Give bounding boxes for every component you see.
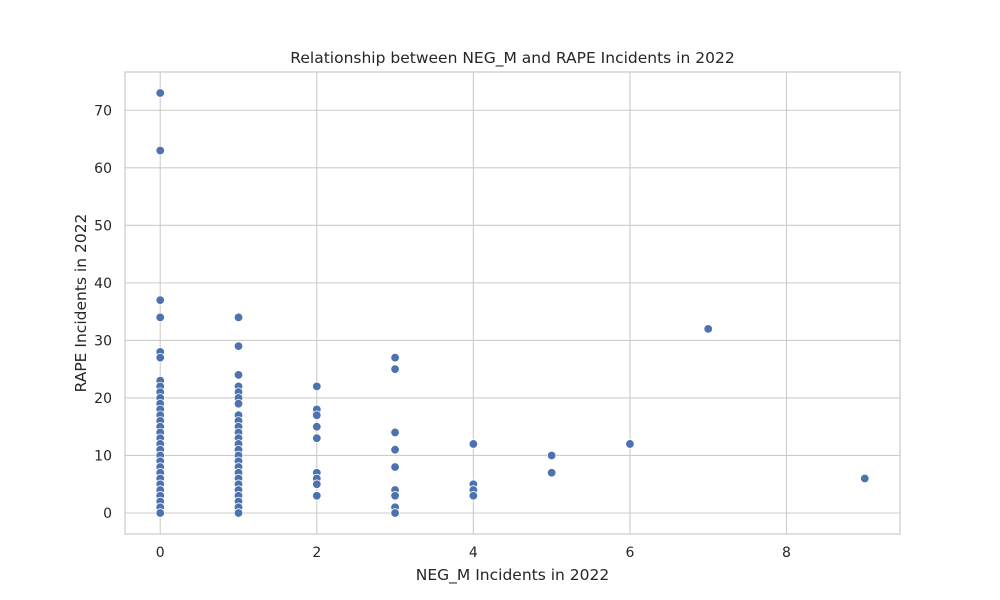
y-tick-label: 20: [94, 391, 112, 407]
scatter-point: [233, 370, 244, 380]
y-tick-label: 10: [94, 448, 112, 464]
y-tick-label: 30: [94, 333, 112, 349]
scatter-point: [546, 450, 557, 461]
scatter-point: [860, 473, 870, 484]
plot-background: [125, 72, 900, 534]
scatter-point: [312, 421, 322, 432]
scatter-point: [546, 468, 557, 478]
scatter-point: [390, 427, 400, 438]
scatter-point: [233, 341, 244, 351]
scatter-point: [390, 491, 400, 501]
y-tick-label: 40: [94, 276, 112, 292]
scatter-point: [390, 508, 400, 518]
tick-labels: 0 2 4 6 8 0 10 20 30 40 50 60 70: [94, 103, 791, 561]
scatter-point: [155, 295, 165, 305]
x-tick-label: 4: [469, 545, 478, 561]
x-tick-label: 6: [625, 545, 634, 561]
scatter-point: [312, 381, 322, 392]
data-points: [155, 88, 870, 518]
scatter-point: [233, 312, 244, 323]
scatter-point: [312, 491, 322, 501]
scatter-point: [625, 439, 635, 449]
grid-lines: [125, 72, 900, 534]
scatter-point: [703, 324, 713, 334]
x-tick-label: 8: [782, 545, 791, 561]
scatter-point: [312, 410, 322, 420]
scatter-point: [468, 491, 479, 501]
plot-frame: [124, 71, 901, 535]
scatter-point: [155, 145, 165, 156]
x-tick-label: 0: [156, 545, 165, 561]
x-tick-label: 2: [312, 545, 321, 561]
y-tick-label: 0: [103, 506, 112, 522]
scatter-point: [233, 508, 244, 518]
scatter-point: [155, 312, 165, 323]
scatter-point: [312, 433, 322, 443]
chart-title: Relationship between NEG_M and RAPE Inci…: [290, 49, 734, 68]
scatter-point: [390, 445, 400, 455]
scatter-point: [390, 364, 400, 374]
scatter-point: [155, 352, 165, 363]
y-tick-label: 70: [94, 103, 112, 119]
scatter-point: [468, 439, 479, 449]
scatter-point: [155, 508, 165, 518]
scatter-point: [312, 479, 322, 489]
y-tick-label: 60: [94, 161, 112, 177]
y-tick-label: 50: [94, 218, 112, 234]
scatter-point: [155, 88, 165, 98]
scatter-point: [390, 462, 400, 472]
x-axis-label: NEG_M Incidents in 2022: [416, 566, 609, 585]
scatter-point: [390, 352, 400, 363]
y-axis-label: RAPE Incidents in 2022: [72, 214, 90, 393]
scatter-point: [233, 398, 244, 409]
